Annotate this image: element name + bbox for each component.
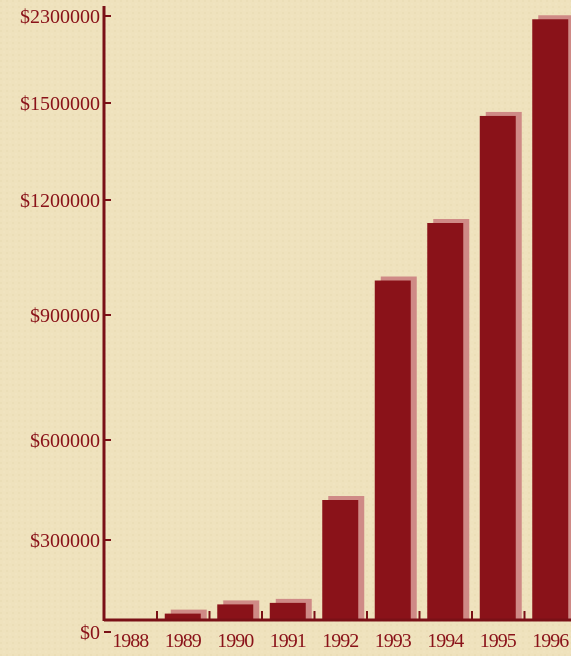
x-tick-label: 1995 (480, 630, 517, 652)
x-tick-label: 1989 (165, 630, 202, 652)
y-tick-label: $1500000 (20, 93, 100, 115)
x-tick-label: 1991 (270, 630, 306, 652)
bar (479, 115, 516, 620)
axes (102, 6, 571, 622)
y-tick-label: $600000 (30, 430, 100, 452)
y-tick-label: $1200000 (20, 190, 100, 212)
x-tick-label: 1992 (322, 630, 358, 652)
bar (269, 602, 306, 620)
x-tick-label: 1996 (532, 630, 569, 652)
bar (322, 500, 359, 620)
y-axis-ticks: $0 $300000 $600000 $900000 $1200000 $1500000 $… (20, 6, 111, 644)
x-tick-label: 1993 (375, 630, 412, 652)
bar (374, 280, 411, 620)
x-tick-label: 1988 (112, 630, 149, 652)
bar (427, 223, 464, 620)
x-tick-label: 1994 (427, 630, 464, 652)
y-tick-label: $300000 (30, 530, 100, 552)
bar-series (164, 15, 571, 620)
x-tick-label: 1990 (217, 630, 254, 652)
y-tick-label: $900000 (30, 305, 100, 327)
y-tick-label: $2300000 (20, 6, 100, 28)
x-axis-ticks: 1988 1989 1990 1991 1992 1993 1994 1995 1996 (112, 611, 570, 652)
bar (217, 604, 254, 620)
y-tick-label: $0 (80, 622, 100, 644)
bar (532, 19, 569, 620)
bar (164, 613, 201, 620)
